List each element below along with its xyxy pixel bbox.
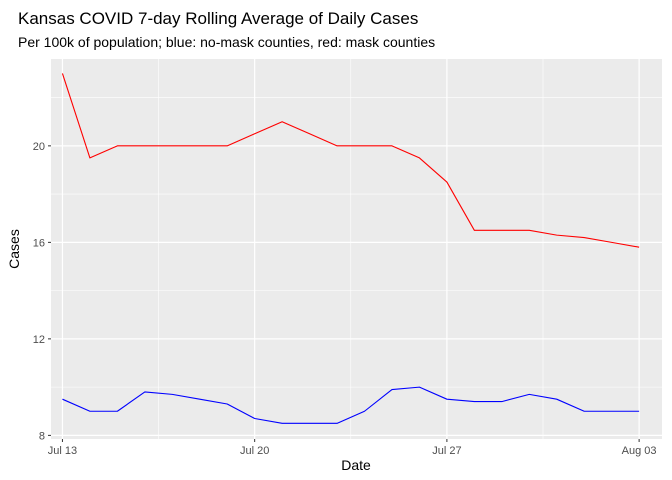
minor-gridlines: [51, 59, 662, 439]
y-tick-label: 12: [33, 334, 45, 346]
y-axis-title: Cases: [6, 229, 22, 269]
chart-subtitle: Per 100k of population; blue: no-mask co…: [18, 34, 435, 50]
x-tick-label: Jul 20: [240, 445, 269, 457]
x-axis-ticks: Jul 13 Jul 20 Jul 27 Aug 03: [48, 439, 657, 457]
y-axis-ticks: 8 12 16 20: [33, 141, 51, 442]
x-tick-label: Jul 27: [432, 445, 461, 457]
no-mask-counties-line: [62, 386, 640, 424]
plot-panel: [51, 59, 662, 439]
x-tick-label: Jul 13: [48, 445, 77, 457]
x-axis-title: Date: [341, 457, 371, 473]
series-lines: [61, 73, 640, 424]
y-tick-label: 8: [39, 430, 45, 442]
y-tick-label: 20: [33, 141, 45, 153]
mask-counties-line: [61, 73, 640, 248]
chart-title: Kansas COVID 7-day Rolling Average of Da…: [18, 9, 418, 28]
x-tick-label: Aug 03: [622, 445, 657, 457]
y-tick-label: 16: [33, 237, 45, 249]
